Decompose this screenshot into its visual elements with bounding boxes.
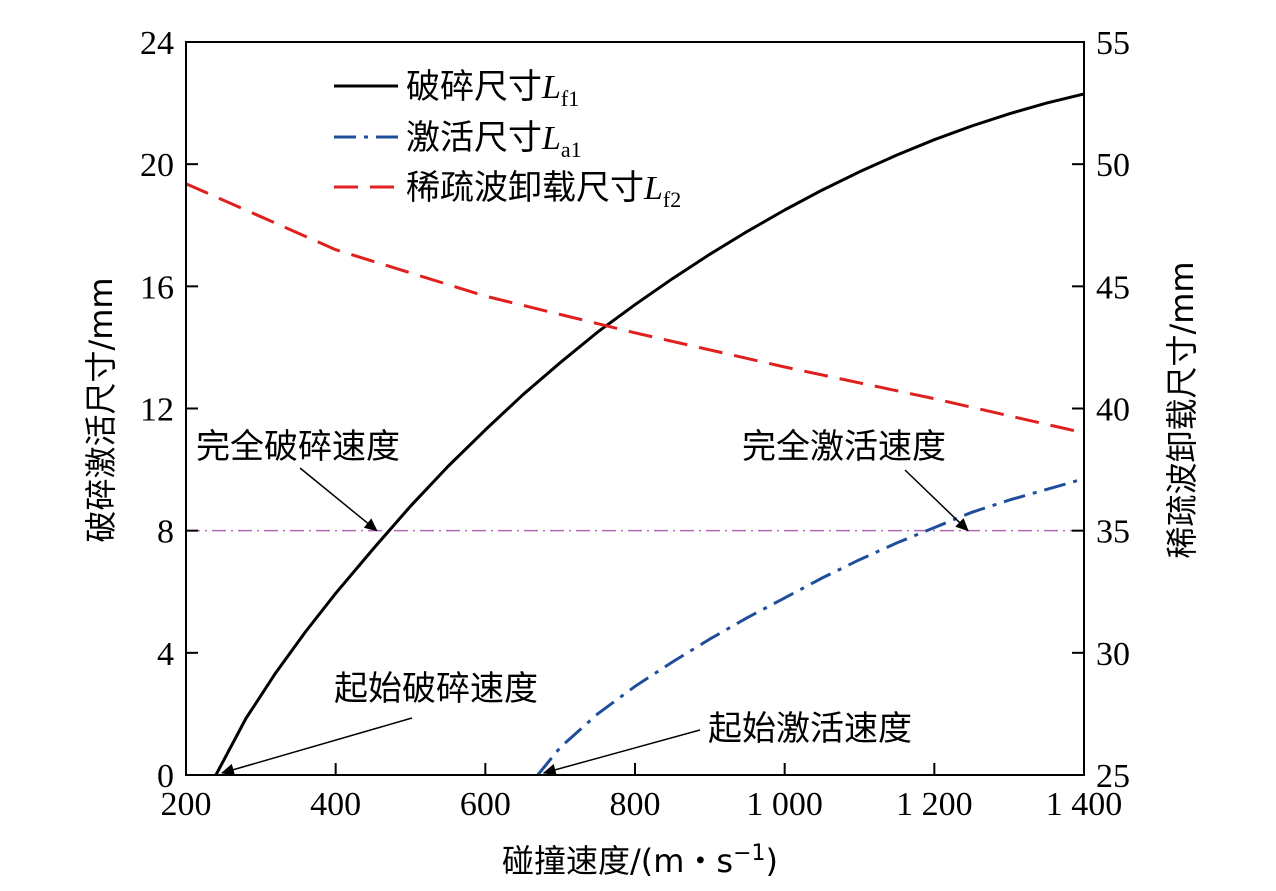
x-tick-label-5: 1 200 — [896, 786, 973, 823]
plot-frame — [185, 41, 1085, 776]
y-axis-right-title: 稀疏波卸载尺寸/mm — [1163, 261, 1201, 558]
x-tick-label-3: 800 — [610, 786, 661, 823]
y-right-tick-label-4: 45 — [1096, 269, 1130, 306]
annotation-arrow-2 — [220, 717, 413, 776]
y-left-tick-label-2: 8 — [157, 514, 174, 551]
y-right-tick-label-5: 50 — [1096, 147, 1130, 184]
y-left-tick-label-5: 20 — [140, 147, 174, 184]
legend-label-series-0: 破碎尺寸Lf1 — [406, 67, 579, 111]
legend: 破碎尺寸Lf1 激活尺寸La1 稀疏波卸载尺寸Lf2 — [334, 67, 681, 212]
y-right-tick-label-2: 35 — [1096, 514, 1130, 551]
annotation-label-0: 完全破碎速度 — [196, 427, 400, 467]
annotation-arrow-0 — [299, 467, 378, 532]
y-right-tick-label-3: 40 — [1096, 392, 1130, 429]
y-left-tick-label-0: 0 — [157, 758, 174, 795]
series-line-1 — [536, 477, 1085, 776]
y-left-tick-label-1: 4 — [157, 636, 174, 673]
series-line-0 — [214, 92, 1085, 776]
legend-label-series-2: 稀疏波卸载尺寸Lf2 — [406, 168, 681, 212]
annotation-arrow-1 — [904, 469, 969, 532]
y-left-tick-label-6: 24 — [140, 25, 174, 62]
y-left-tick-label-3: 12 — [140, 392, 174, 429]
annotation-arrow-3 — [542, 729, 701, 776]
x-tick-label-0: 200 — [161, 786, 212, 823]
y-right-tick-label-1: 30 — [1096, 636, 1130, 673]
y-right-tick-label-6: 55 — [1096, 25, 1130, 62]
x-tick-label-2: 600 — [460, 786, 511, 823]
annotation-label-1: 完全激活速度 — [742, 427, 946, 467]
annotation-label-2: 起始破碎速度 — [334, 669, 538, 709]
x-tick-label-4: 1 000 — [746, 786, 823, 823]
y-axis-left-title: 破碎激活尺寸/mm — [82, 277, 120, 542]
annotation-label-3: 起始激活速度 — [708, 709, 912, 749]
x-tick-label-6: 1 400 — [1046, 786, 1123, 823]
x-axis-title: 碰撞速度/(m・s−1) — [502, 841, 778, 881]
y-right-tick-label-0: 25 — [1096, 758, 1130, 795]
series-line-2 — [185, 182, 1085, 435]
x-tick-label-1: 400 — [310, 786, 361, 823]
legend-label-series-1: 激活尺寸La1 — [406, 118, 582, 162]
y-left-tick-label-4: 16 — [140, 269, 174, 306]
